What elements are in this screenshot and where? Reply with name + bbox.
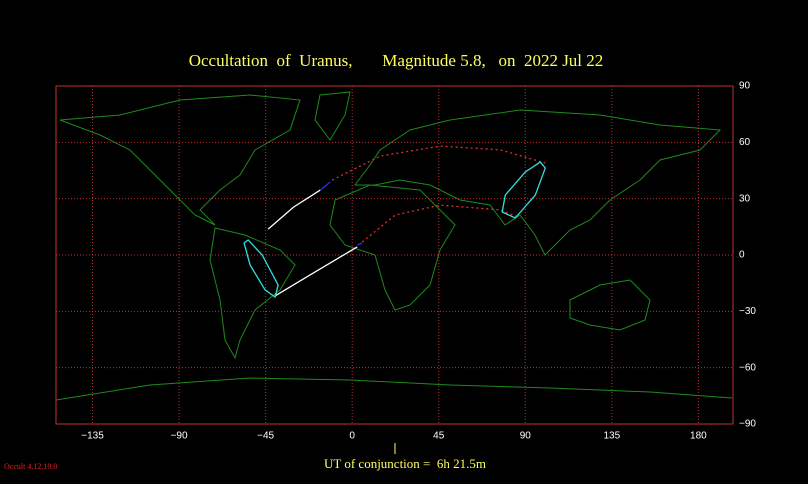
track-line	[356, 242, 363, 246]
track-line	[243, 239, 279, 299]
x-tick-label: 180	[690, 431, 707, 442]
y-tick-label: −30	[739, 306, 756, 317]
x-tick-label: 0	[349, 431, 355, 442]
x-tick-label: 45	[433, 431, 445, 442]
version: Occult 4.12.10.0	[4, 462, 57, 471]
y-tick-label: 90	[739, 81, 751, 92]
y-tick-label: 30	[739, 193, 751, 204]
x-tick-label: −135	[81, 431, 104, 442]
y-tick-label: 0	[739, 250, 745, 261]
x-tick-label: 90	[520, 431, 532, 442]
x-tick-label: −90	[171, 431, 188, 442]
track-line	[319, 181, 331, 191]
track-line	[501, 161, 547, 219]
y-tick-label: −60	[739, 362, 756, 373]
footer: UT of conjunction = 6h 21.5m	[324, 456, 486, 471]
x-tick-label: −45	[257, 431, 274, 442]
y-tick-label: 60	[739, 137, 751, 148]
chart-title: Occultation of Uranus, Magnitude 5.8, on…	[189, 51, 604, 70]
coastlines	[55, 91, 733, 401]
track-line	[331, 145, 546, 181]
track-line	[267, 189, 321, 230]
y-tick-label: −90	[739, 419, 756, 430]
track-line	[274, 246, 358, 297]
track-line	[361, 204, 521, 243]
x-tick-label: 135	[603, 431, 620, 442]
